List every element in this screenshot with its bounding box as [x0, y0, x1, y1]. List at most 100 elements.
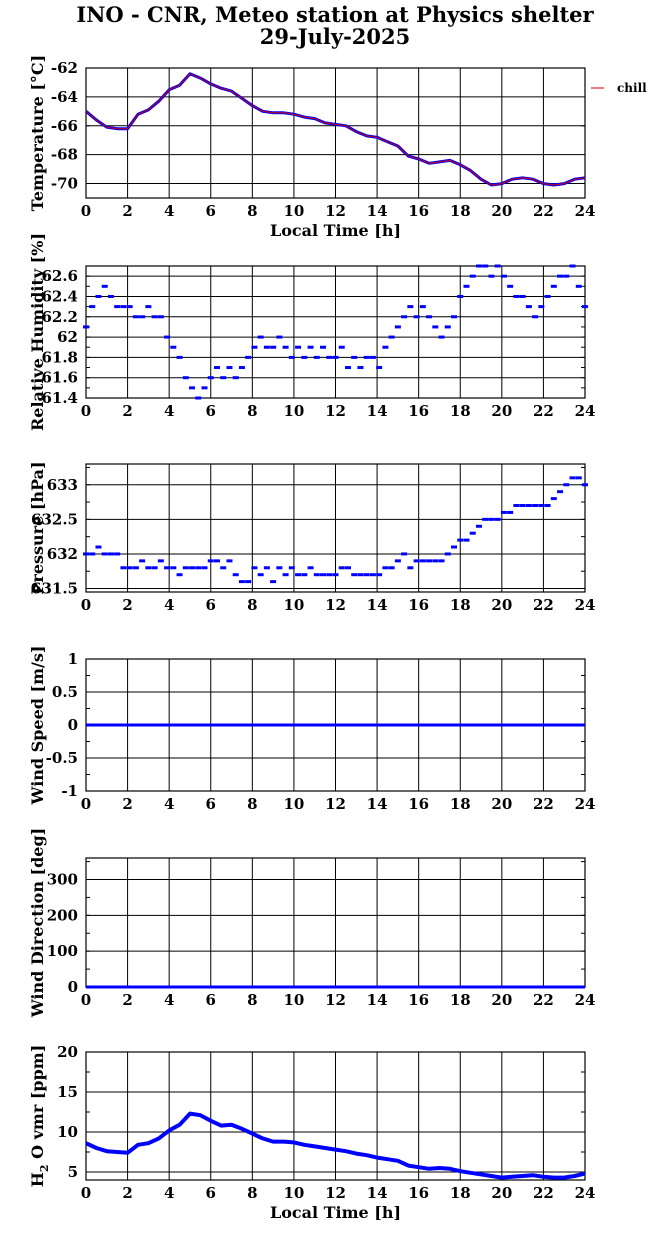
- data-point: [469, 274, 476, 278]
- x-tick-label: 6: [206, 202, 216, 220]
- x-tick-label: 2: [122, 596, 132, 614]
- x-tick-label: 18: [450, 596, 471, 614]
- data-point: [500, 510, 507, 514]
- data-point: [351, 355, 358, 359]
- data-point: [394, 325, 401, 329]
- data-point: [544, 294, 551, 298]
- y-tick-label: 62: [57, 328, 78, 346]
- data-point: [83, 552, 89, 556]
- data-point: [245, 580, 252, 584]
- data-point: [263, 566, 270, 570]
- x-tick-label: 20: [491, 991, 512, 1009]
- data-point: [213, 366, 220, 370]
- data-point: [376, 366, 383, 370]
- x-tick-label: 8: [247, 795, 257, 813]
- data-point: [157, 315, 164, 319]
- x-tick-label: 8: [247, 991, 257, 1009]
- x-tick-label: 12: [325, 795, 346, 813]
- x-tick-label: 14: [367, 991, 388, 1009]
- y-tick-label: 62.4: [41, 287, 78, 305]
- x-tick-label: 24: [575, 991, 596, 1009]
- data-point: [426, 315, 433, 319]
- data-point: [189, 566, 196, 570]
- y-tick-label: 100: [47, 942, 78, 960]
- data-point: [107, 294, 114, 298]
- data-point: [494, 264, 501, 268]
- data-point: [569, 476, 576, 480]
- data-point: [89, 305, 96, 309]
- data-point: [282, 573, 289, 577]
- data-point: [413, 315, 420, 319]
- x-tick-label: 10: [283, 795, 304, 813]
- x-tick-label: 12: [325, 991, 346, 1009]
- data-point: [369, 573, 376, 577]
- data-point: [363, 573, 370, 577]
- x-tick-label: 14: [367, 596, 388, 614]
- x-tick-label: 16: [408, 1184, 429, 1202]
- data-point: [238, 580, 245, 584]
- x-tick-label: 10: [283, 402, 304, 420]
- x-tick-label: 0: [81, 402, 91, 420]
- data-point: [132, 566, 139, 570]
- data-point: [95, 294, 102, 298]
- data-point: [114, 552, 121, 556]
- data-point: [569, 264, 576, 268]
- series-line-overlay: [85, 73, 586, 186]
- y-axis-label: Wind Direction [deg]: [28, 828, 47, 1019]
- data-point: [444, 325, 451, 329]
- x-tick-label: 0: [81, 795, 91, 813]
- data-point: [525, 305, 532, 309]
- title-line-2: 29-July-2025: [259, 24, 411, 49]
- data-point: [407, 566, 414, 570]
- data-point: [494, 517, 501, 521]
- y-tick-label: -62: [51, 59, 78, 77]
- data-point: [182, 566, 189, 570]
- data-point: [575, 284, 582, 288]
- data-point: [207, 559, 214, 563]
- data-point: [338, 345, 345, 349]
- data-point: [114, 305, 121, 309]
- y-tick-label: 632: [47, 545, 78, 563]
- y-tick-label: 633: [47, 476, 78, 494]
- data-point: [563, 483, 570, 487]
- x-tick-label: 12: [325, 202, 346, 220]
- data-point: [432, 559, 439, 563]
- data-point: [307, 566, 314, 570]
- x-tick-label: 18: [450, 402, 471, 420]
- data-point: [101, 284, 108, 288]
- data-point: [120, 566, 127, 570]
- x-tick-label: 18: [450, 202, 471, 220]
- y-tick-label: 62.2: [41, 308, 78, 326]
- data-point: [469, 531, 476, 535]
- x-tick-label: 14: [367, 202, 388, 220]
- data-point: [288, 355, 295, 359]
- data-point: [213, 559, 220, 563]
- x-tick-label: 24: [575, 596, 596, 614]
- x-axis-label: Local Time [h]: [270, 221, 401, 240]
- y-axis-label: Pressure [hPa]: [28, 461, 47, 594]
- data-point: [295, 345, 302, 349]
- x-tick-label: 22: [533, 795, 554, 813]
- x-tick-label: 6: [206, 1184, 216, 1202]
- data-point: [145, 566, 152, 570]
- x-tick-label: 20: [491, 1184, 512, 1202]
- data-point: [189, 386, 196, 390]
- x-tick-label: 16: [408, 795, 429, 813]
- data-point: [276, 335, 283, 339]
- y-tick-label: -66: [51, 117, 78, 135]
- x-tick-label: 10: [283, 202, 304, 220]
- x-tick-label: 22: [533, 991, 554, 1009]
- data-point: [401, 315, 408, 319]
- data-point: [195, 396, 202, 400]
- data-point: [513, 294, 520, 298]
- data-point: [538, 504, 545, 508]
- y-tick-label: 61.8: [41, 348, 78, 366]
- data-point: [475, 524, 482, 528]
- x-tick-label: 2: [122, 1184, 132, 1202]
- data-point: [519, 294, 526, 298]
- data-point: [301, 355, 308, 359]
- data-point: [176, 355, 183, 359]
- series-line: [85, 1111, 586, 1180]
- data-point: [482, 517, 489, 521]
- data-point: [182, 376, 189, 380]
